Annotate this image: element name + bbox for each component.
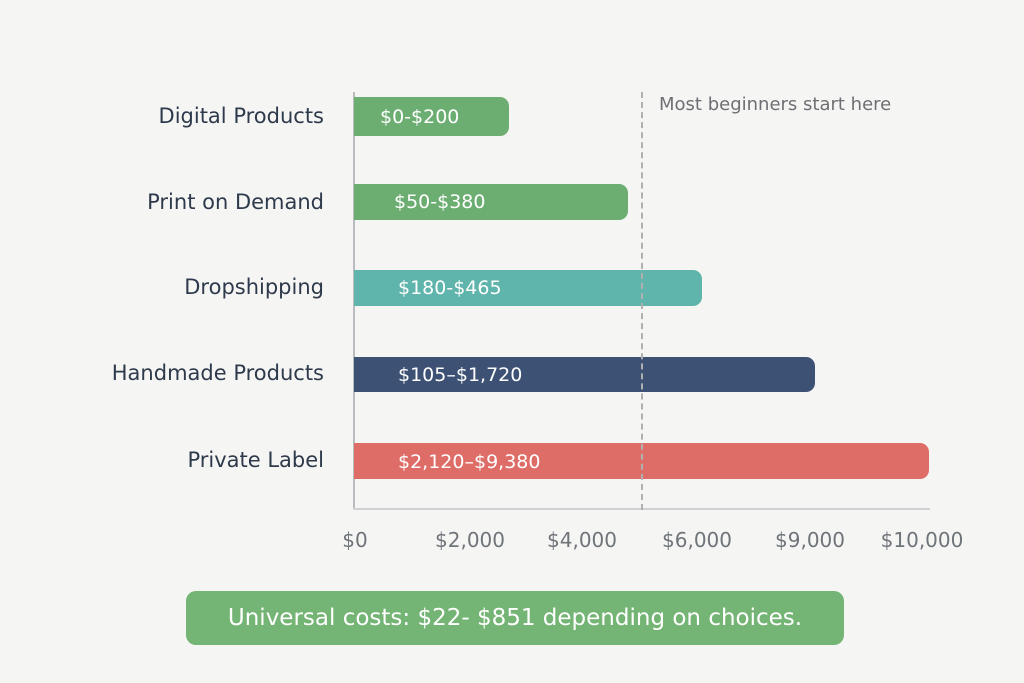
universal-costs-text: Universal costs: $22- $851 depending on … [227,605,803,631]
category-label-digital-products: Digital Products [158,104,324,128]
x-tick-label: $6,000 [662,528,732,552]
bar-label-digital-products: $0-$200 [380,106,460,128]
bar-label-dropshipping: $180-$465 [398,277,502,299]
category-label-print-on-demand: Print on Demand [147,190,324,214]
bar-dropshipping [354,270,702,306]
category-label-dropshipping: Dropshipping [184,275,324,299]
x-tick-label: $0 [342,528,368,552]
bar-label-private-label: $2,120–$9,380 [398,451,541,473]
bar-print-on-demand [354,184,628,220]
x-tick-label: $9,000 [775,528,845,552]
x-tick-label: $10,000 [880,528,964,552]
category-label-private-label: Private Label [187,448,324,472]
x-tick-label: $4,000 [547,528,617,552]
bar-handmade-products [354,357,815,392]
annotation-text: Most beginners start here [659,94,892,115]
bar-label-print-on-demand: $50-$380 [394,191,486,213]
y-axis-line [353,92,355,508]
universal-costs-banner: Universal costs: $22- $851 depending on … [186,591,844,645]
bar-digital-products [354,97,509,136]
x-tick-label: $2,000 [435,528,505,552]
bar-label-handmade-products: $105–$1,720 [398,364,523,386]
category-label-handmade-products: Handmade Products [111,361,324,385]
beginner-threshold-dashed-line [641,92,643,510]
